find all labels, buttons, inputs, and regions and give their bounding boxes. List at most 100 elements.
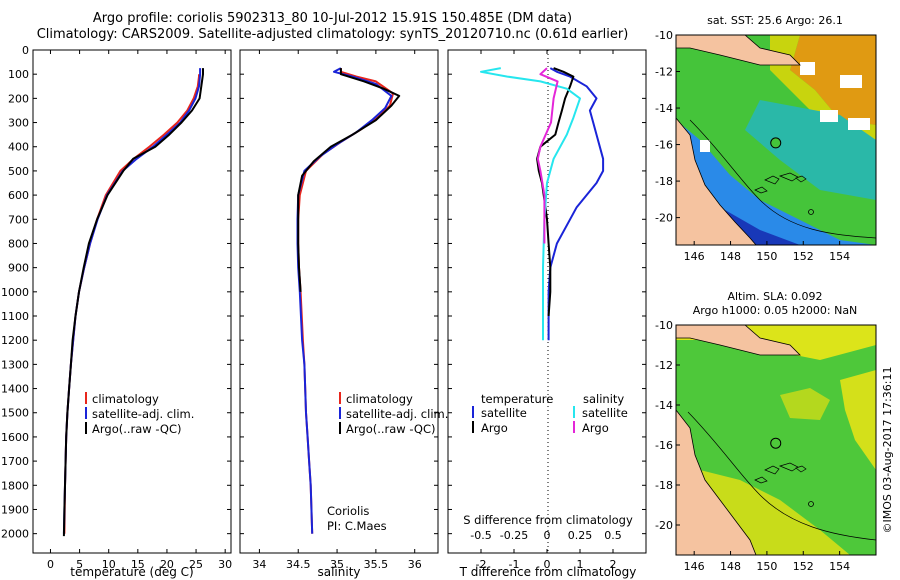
x-tick-label: 5 [76, 558, 83, 571]
sst-teal-mid [745, 100, 876, 200]
sst-map-panel: sat. SST: 25.6 Argo: 26.1 146 148 150 152 15… [655, 14, 877, 263]
temperature-panel: 0100200300400500600700800900100011001200… [1, 44, 232, 579]
lat-tick-label: -18 [655, 175, 673, 188]
x-tick-label: -1 [509, 558, 520, 571]
legend-label-climatology: climatology [346, 392, 413, 406]
depth-tick-label: 1200 [1, 334, 29, 347]
lon-tick-label: 148 [720, 560, 741, 573]
difference-depth-ticks [448, 49, 646, 535]
sst-small-reef [808, 209, 814, 215]
s-diff-tick-label: 0.25 [568, 529, 593, 542]
x-tick-label: 34 [252, 558, 266, 571]
lat-tick-label: -20 [655, 519, 673, 532]
lon-tick-label: 150 [756, 560, 777, 573]
x-tick-label: 2 [610, 558, 617, 571]
lon-tick-label: 154 [829, 560, 850, 573]
sst-warm-north [790, 35, 876, 125]
sla-map-panel: Altim. SLA: 0.092 Argo h1000: 0.05 h2000… [655, 290, 877, 573]
temperature-legend: climatology satellite-adj. clim. Argo(..… [85, 392, 194, 436]
x-tick-label: 25 [189, 558, 203, 571]
lon-tick-label: 150 [756, 250, 777, 263]
lon-tick-label: 152 [793, 560, 814, 573]
depth-tick-label: 700 [8, 213, 29, 226]
sla-yellow-patch [780, 388, 830, 420]
legend-label-s-argo: Argo [582, 421, 609, 435]
lat-tick-label: -20 [655, 212, 673, 225]
imos-watermark: ©IMOS 03-Aug-2017 17:36:11 [881, 367, 894, 534]
temperature-plot-frame [32, 49, 232, 554]
depth-tick-label: 1700 [1, 455, 29, 468]
figure-title-line-2: Climatology: CARS2009. Satellite-adjuste… [36, 27, 629, 42]
profile-line-t-satellite [547, 67, 605, 341]
depth-axis: 0 100 200 300 400 500 600 700 800 900 1000 1100 1200… [1, 44, 231, 541]
x-tick-label: 10 [102, 558, 116, 571]
profile-line-argo-raw-qc [62, 68, 204, 537]
depth-tick-label: 200 [8, 92, 29, 105]
legend-label-climatology: climatology [92, 392, 159, 406]
legend-header-salinity: salinity [583, 392, 624, 406]
s-diff-tick-label: -0.5 [470, 529, 491, 542]
lon-tick-label: 146 [684, 250, 705, 263]
sst-map-frame [675, 34, 877, 246]
sla-map-frame [675, 324, 877, 556]
depth-tick-label: 1000 [1, 286, 29, 299]
s-diff-tick-label: 0 [544, 529, 551, 542]
depth-tick-label: 600 [8, 189, 29, 202]
sla-map-axes: 146 148 150 152 154 -10 -12 -14 -16 -18 -20 [655, 319, 850, 573]
s-diff-tick-label: 0.5 [604, 529, 622, 542]
lon-tick-label: 146 [684, 560, 705, 573]
profile-line-s-argo [536, 67, 559, 244]
lat-tick-label: -18 [655, 479, 673, 492]
depth-tick-label: 500 [8, 165, 29, 178]
principal-investigator-label: PI: C.Maes [327, 519, 387, 533]
x-tick-label: 1 [577, 558, 584, 571]
sla-argo-position-marker [770, 437, 782, 449]
s-difference-xlabel: S difference from climatology [463, 513, 633, 527]
temperature-profiles [62, 68, 204, 537]
sla-map-title-line-2: Argo h1000: 0.05 h2000: NaN [693, 304, 858, 317]
lat-tick-label: -16 [655, 139, 673, 152]
sla-map-field [676, 325, 876, 555]
salinity-panel: 34 34.5 35 35.5 36 salinity climatology sate… [239, 49, 448, 579]
lon-tick-label: 152 [793, 250, 814, 263]
depth-tick-label: 2000 [1, 528, 29, 541]
x-tick-label: 20 [160, 558, 174, 571]
salinity-legend: climatology satellite-adj. clim. Argo(..… [339, 392, 448, 436]
sst-map-title: sat. SST: 25.6 Argo: 26.1 [707, 14, 843, 27]
legend-label-argo: Argo(..raw -QC) [92, 422, 182, 436]
difference-x-axis: -2 -1 0 1 2 -0.5 -0.25 0 0.25 0.5 [470, 50, 622, 571]
legend-header-temperature: temperature [481, 392, 553, 406]
salinity-x-axis: 34 34.5 35 35.5 36 [252, 50, 422, 571]
difference-plot-frame [447, 49, 647, 554]
depth-tick-label: 1500 [1, 407, 29, 420]
lon-tick-label: 148 [720, 250, 741, 263]
difference-panel: -2 -1 0 1 2 -0.5 -0.25 0 0.25 0.5 S difference fr… [447, 49, 647, 579]
s-diff-tick-label: -0.25 [500, 529, 528, 542]
x-tick-label: 35.5 [364, 558, 389, 571]
legend-label-argo: Argo(..raw -QC) [346, 422, 436, 436]
depth-tick-label: 1100 [1, 310, 29, 323]
lon-tick-label: 154 [829, 250, 850, 263]
salinity-xlabel: salinity [317, 565, 360, 579]
sst-land-north [676, 35, 801, 66]
x-tick-label: 36 [408, 558, 422, 571]
legend-label-satellite: satellite-adj. clim. [346, 407, 448, 421]
x-tick-label: 34.5 [286, 558, 311, 571]
x-tick-label: -2 [476, 558, 487, 571]
depth-tick-label: 900 [8, 262, 29, 275]
x-tick-label: 15 [131, 558, 145, 571]
depth-tick-label: 100 [8, 68, 29, 81]
depth-tick-label: 400 [8, 141, 29, 154]
salinity-profiles [296, 67, 401, 534]
sla-land-north [676, 325, 801, 356]
sst-reef-islands [754, 172, 807, 194]
data-centre-label: Coriolis [327, 504, 369, 518]
x-tick-label: 30 [218, 558, 232, 571]
profile-line-argo-raw-qc [297, 68, 401, 292]
legend-label-t-satellite: satellite [481, 406, 527, 420]
sst-map-field [676, 35, 876, 245]
legend-label-t-argo: Argo [481, 421, 508, 435]
sla-land-south [676, 409, 757, 555]
sla-yellow-east [840, 370, 876, 470]
depth-tick-label: 1600 [1, 431, 29, 444]
